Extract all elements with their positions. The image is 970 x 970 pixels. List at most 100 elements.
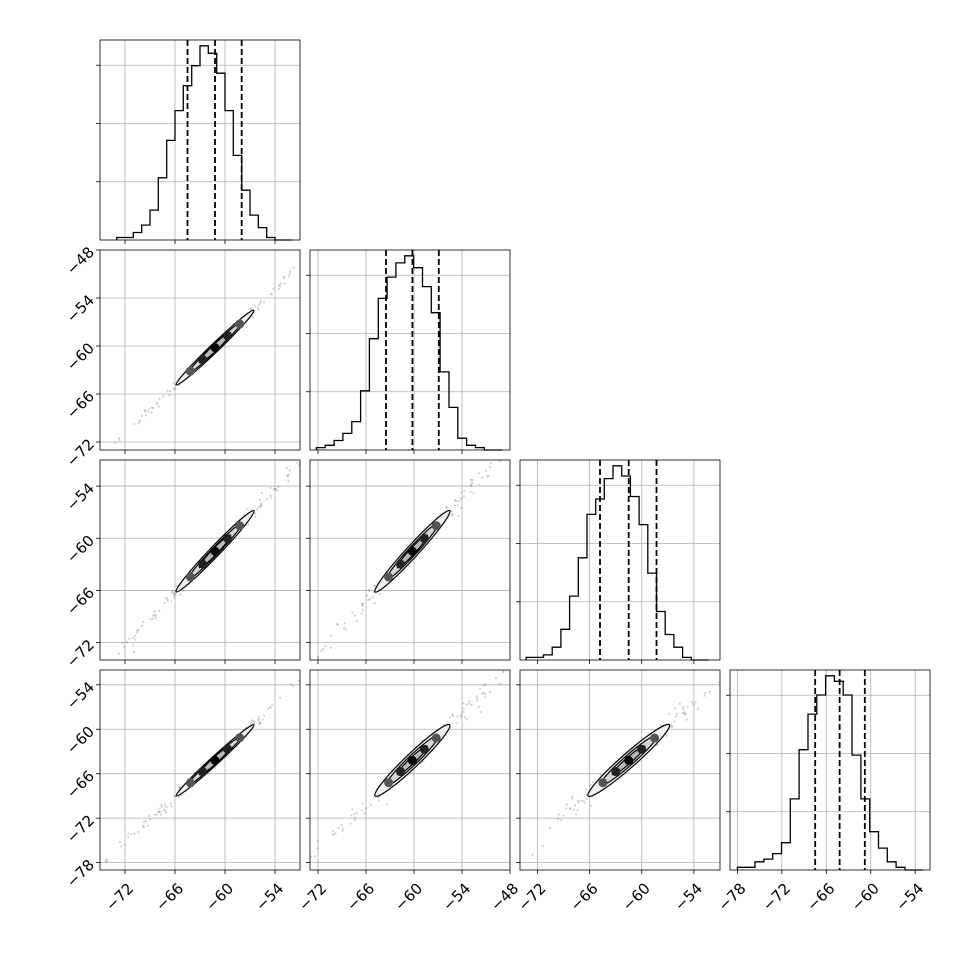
sample-point	[682, 708, 685, 711]
sample-point	[351, 611, 354, 614]
sample-point	[172, 595, 176, 598]
sample-point	[285, 686, 287, 688]
sample-point	[683, 712, 687, 716]
sample-point	[322, 648, 325, 651]
sample-point	[576, 809, 579, 812]
sample-point	[339, 422, 341, 424]
sample-point	[303, 457, 305, 459]
panel-frame	[99, 249, 301, 451]
sample-point	[353, 818, 356, 822]
sample-point	[101, 666, 103, 668]
sample-point	[361, 604, 364, 608]
x-tick-label: −72	[759, 879, 794, 914]
y-tick-label: −72	[63, 636, 98, 671]
sample-point	[305, 674, 307, 676]
sample-point	[245, 507, 248, 510]
sample-point	[682, 706, 685, 709]
sample-point	[469, 490, 472, 493]
sample-point	[316, 655, 319, 659]
sample-point	[262, 301, 266, 304]
sample-point	[541, 845, 544, 848]
hist-panel-1	[96, 39, 301, 241]
sample-point	[704, 692, 707, 695]
sample-point	[599, 773, 602, 777]
sample-point	[178, 384, 181, 387]
sample-point	[149, 818, 152, 821]
sample-point	[684, 713, 687, 716]
sample-point	[313, 855, 316, 858]
sample-point	[308, 457, 310, 459]
sample-point	[364, 807, 367, 810]
x-tick-label: −72	[295, 879, 330, 914]
sample-point	[178, 786, 182, 789]
x-tick-label: −72	[514, 879, 549, 914]
sample-point	[378, 593, 381, 596]
sample-point	[291, 684, 295, 687]
sample-point	[583, 801, 586, 804]
sample-point	[303, 458, 305, 460]
sample-point	[502, 670, 505, 673]
y-tick-label: −72	[63, 811, 98, 846]
sample-point	[481, 692, 484, 695]
sample-point	[369, 803, 372, 806]
sample-point	[465, 718, 468, 721]
sample-point	[269, 494, 272, 497]
sample-point	[118, 438, 121, 442]
sample-point	[462, 710, 465, 714]
sample-point	[274, 488, 277, 491]
sample-point	[259, 299, 262, 302]
panel-frame	[309, 669, 511, 871]
sample-point	[668, 712, 671, 716]
sample-point	[106, 662, 108, 664]
sample-point	[468, 702, 471, 705]
sample-point	[558, 623, 560, 625]
sample-point	[471, 478, 474, 482]
sample-point	[256, 306, 260, 309]
sample-point	[445, 505, 448, 508]
sample-point	[250, 722, 254, 725]
sample-point	[260, 504, 263, 507]
sample-point	[494, 677, 497, 680]
panel-frame	[519, 669, 721, 871]
sample-point	[484, 692, 487, 696]
scatter-panel-2-1	[3, 249, 301, 549]
sample-point	[306, 666, 308, 668]
sample-point	[462, 707, 465, 710]
sample-point	[562, 619, 564, 621]
sample-point	[670, 724, 673, 727]
sample-point	[114, 441, 117, 444]
sample-point	[257, 716, 261, 719]
panel-content	[3, 266, 295, 549]
density-core	[222, 331, 232, 341]
sample-point	[501, 872, 503, 874]
sample-point	[312, 672, 314, 674]
sample-point	[552, 405, 554, 407]
x-tick-label: −54	[892, 879, 927, 914]
sample-point	[133, 422, 136, 425]
sample-point	[463, 489, 466, 492]
sample-point	[332, 833, 335, 836]
sample-point	[306, 676, 308, 678]
y-tick-label: −66	[63, 584, 98, 619]
density-core	[431, 733, 441, 743]
x-tick-label: −66	[567, 879, 602, 914]
sample-point	[3, 547, 5, 549]
sample-point	[121, 641, 124, 645]
sample-point	[288, 272, 291, 275]
density-core	[384, 572, 394, 582]
sample-point	[257, 719, 260, 722]
sample-point	[120, 845, 123, 848]
sample-point	[172, 381, 175, 384]
density-core	[419, 744, 429, 754]
sample-point	[681, 711, 684, 715]
sample-point	[585, 788, 588, 791]
sample-point	[160, 805, 163, 808]
sample-point	[571, 797, 574, 800]
sample-point	[297, 872, 299, 874]
sample-point	[152, 406, 155, 410]
sample-point	[332, 830, 335, 833]
sample-point	[341, 827, 344, 830]
sample-point	[151, 617, 154, 621]
sample-point	[472, 491, 475, 495]
